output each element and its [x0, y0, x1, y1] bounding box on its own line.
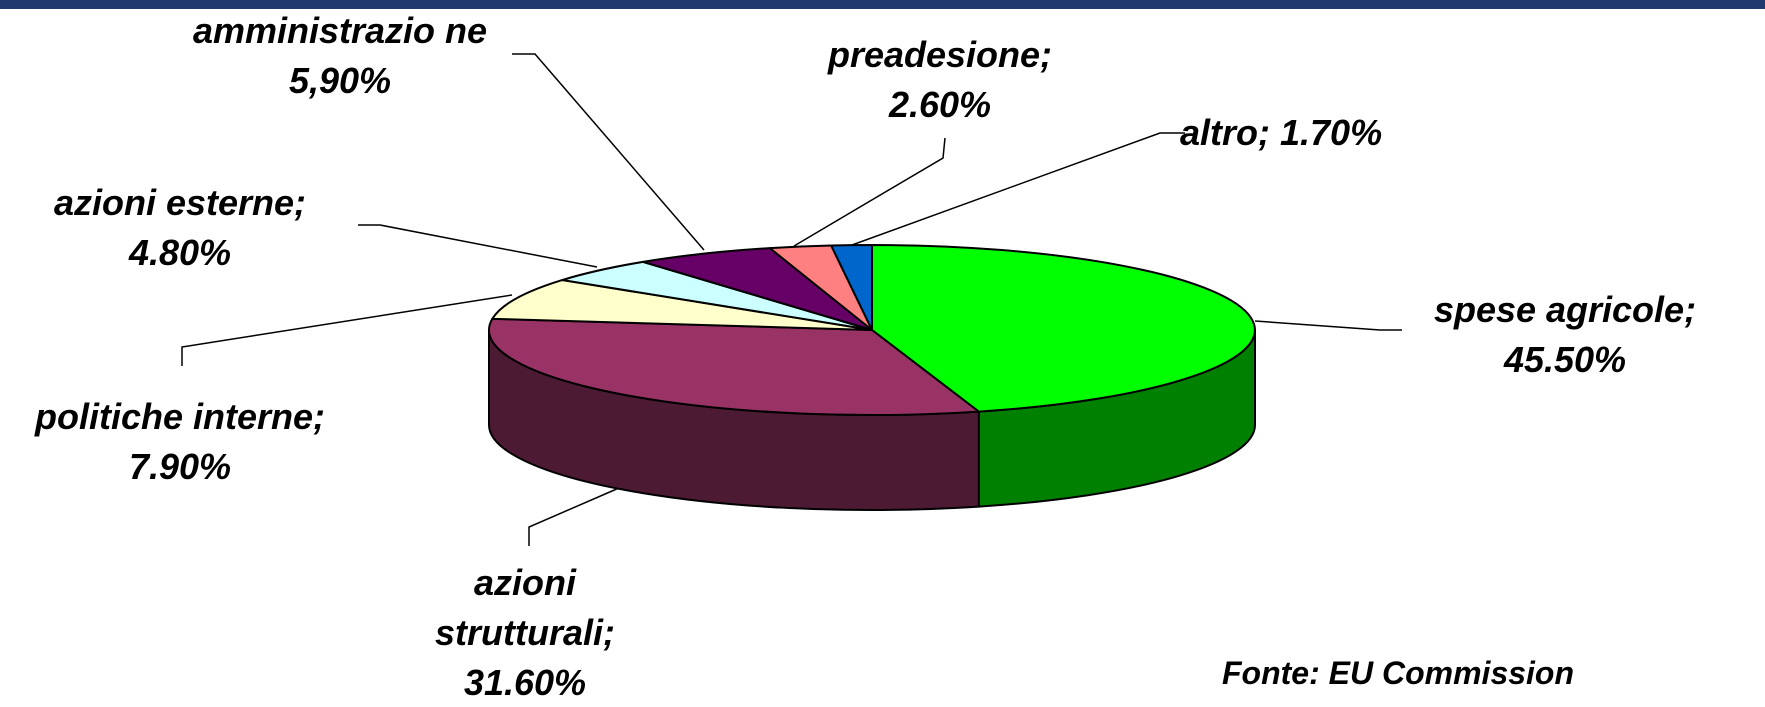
- slice-category: azioni strutturali;: [435, 562, 615, 653]
- slice-value: 45.50%: [1503, 339, 1627, 380]
- leader-line: [793, 137, 946, 247]
- source-note: Fonte: EU Commission: [1222, 655, 1575, 691]
- slice-value: 2.60%: [888, 84, 992, 125]
- top-bar: [0, 0, 1765, 9]
- slice-category: amministrazio ne: [192, 10, 488, 51]
- slice-label: altro; 1.70%: [1180, 108, 1480, 158]
- slice-label: spese agricole; 45.50%: [1400, 285, 1730, 385]
- pie-slice: [871, 244, 1256, 413]
- leader-line: [358, 224, 598, 268]
- slice-category: azioni esterne;: [53, 182, 307, 223]
- slice-label: azioni strutturali; 31.60%: [410, 558, 640, 707]
- pie-slice: [642, 247, 873, 331]
- leader-line: [851, 132, 1185, 246]
- leader-lines: [181, 53, 1402, 546]
- slice-value: 31.60%: [463, 662, 587, 703]
- slice-label: preadesione; 2.60%: [770, 30, 1110, 130]
- pie: [488, 243, 1256, 511]
- slice-value: 7.90%: [128, 446, 232, 487]
- leader-line: [181, 294, 513, 366]
- leader-line: [512, 53, 705, 251]
- slice-label: azioni esterne; 4.80%: [10, 178, 350, 278]
- slice-value: 1.70%: [1280, 112, 1383, 153]
- slice-label: amministrazio ne 5,90%: [170, 6, 510, 106]
- leader-line: [1254, 320, 1402, 331]
- slice-label: politiche interne; 7.90%: [10, 392, 350, 492]
- slice-value: 5,90%: [288, 60, 392, 101]
- leader-line: [528, 487, 620, 546]
- pie-slice: [491, 279, 873, 331]
- slice-category: preadesione;: [827, 34, 1053, 75]
- slice-category: politiche interne;: [34, 396, 326, 437]
- slice-category: spese agricole;: [1433, 289, 1697, 330]
- pie-slice: [488, 317, 980, 416]
- slice-category: altro;: [1180, 112, 1270, 153]
- slice-value: 4.80%: [128, 232, 232, 273]
- pie-slice: [830, 243, 873, 331]
